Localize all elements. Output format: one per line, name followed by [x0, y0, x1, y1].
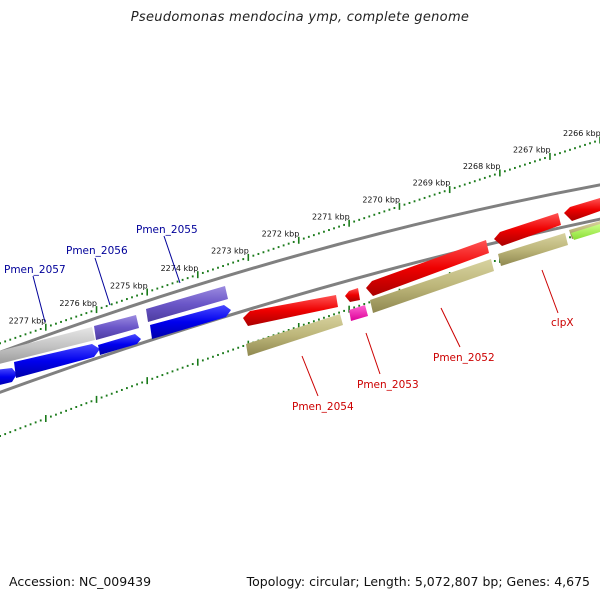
forward-genes: [0, 286, 231, 386]
backbone-outer: [0, 183, 600, 354]
forward-gene-labels: Pmen_2055 Pmen_2056 Pmen_2057: [4, 224, 198, 323]
gene-label-pmen-2055[interactable]: Pmen_2055: [136, 224, 198, 236]
kbp-label: 2271 kbp: [312, 212, 350, 221]
kbp-label: 2277 kbp: [9, 317, 47, 326]
gene-label-pmen-2052[interactable]: Pmen_2052: [433, 352, 495, 364]
scale-labels: 2266 kbp 2267 kbp 2268 kbp 2269 kbp 2270 kbp…: [9, 129, 600, 326]
gene-arrow[interactable]: [150, 305, 231, 339]
kbp-label: 2275 kbp: [110, 281, 148, 290]
accession-text: Accession: NC_009439: [9, 574, 152, 589]
gene-arrow[interactable]: [0, 327, 95, 365]
gene-label-pmen-2053[interactable]: Pmen_2053: [357, 379, 419, 391]
gene-arrow[interactable]: [146, 286, 228, 322]
kbp-label: 2266 kbp: [563, 129, 600, 138]
kbp-label: 2273 kbp: [211, 247, 249, 256]
scale-ticks-outer: [0, 136, 600, 345]
gene-arrow[interactable]: [366, 240, 489, 296]
gene-arrow[interactable]: [564, 198, 600, 221]
kbp-label: 2276 kbp: [59, 299, 97, 308]
kbp-label: 2274 kbp: [161, 264, 199, 273]
gene-arrow[interactable]: [94, 315, 139, 340]
map-title: Pseudomonas mendocina ymp, complete geno…: [130, 10, 470, 25]
gene-label-pmen-2057[interactable]: Pmen_2057: [4, 264, 66, 276]
kbp-label: 2270 kbp: [362, 195, 400, 204]
gene-label-clpx[interactable]: clpX: [551, 317, 574, 329]
gene-arrow[interactable]: [243, 295, 338, 326]
gene-arrow[interactable]: [498, 233, 568, 266]
gene-label-pmen-2054[interactable]: Pmen_2054: [292, 401, 354, 413]
gene-arrow[interactable]: [0, 368, 17, 386]
gene-arrow[interactable]: [98, 334, 141, 355]
gene-arrow[interactable]: [370, 259, 494, 313]
gene-arrow[interactable]: [345, 288, 360, 302]
gene-arrow[interactable]: [571, 224, 600, 240]
kbp-label: 2268 kbp: [463, 162, 501, 171]
gene-arrow[interactable]: [246, 314, 343, 356]
kbp-label: 2272 kbp: [262, 229, 300, 238]
kbp-label: 2267 kbp: [513, 145, 551, 154]
gene-arrow[interactable]: [349, 305, 368, 321]
reverse-gene-labels: clpX Pmen_2052 Pmen_2053 Pmen_2054: [292, 269, 574, 413]
reverse-genes: [243, 198, 600, 356]
gene-arrow[interactable]: [14, 344, 100, 378]
gene-label-pmen-2056[interactable]: Pmen_2056: [66, 245, 128, 257]
topology-text: Topology: circular; Length: 5,072,807 bp…: [246, 574, 590, 589]
gene-arrow[interactable]: [494, 213, 561, 246]
kbp-label: 2269 kbp: [413, 179, 451, 188]
